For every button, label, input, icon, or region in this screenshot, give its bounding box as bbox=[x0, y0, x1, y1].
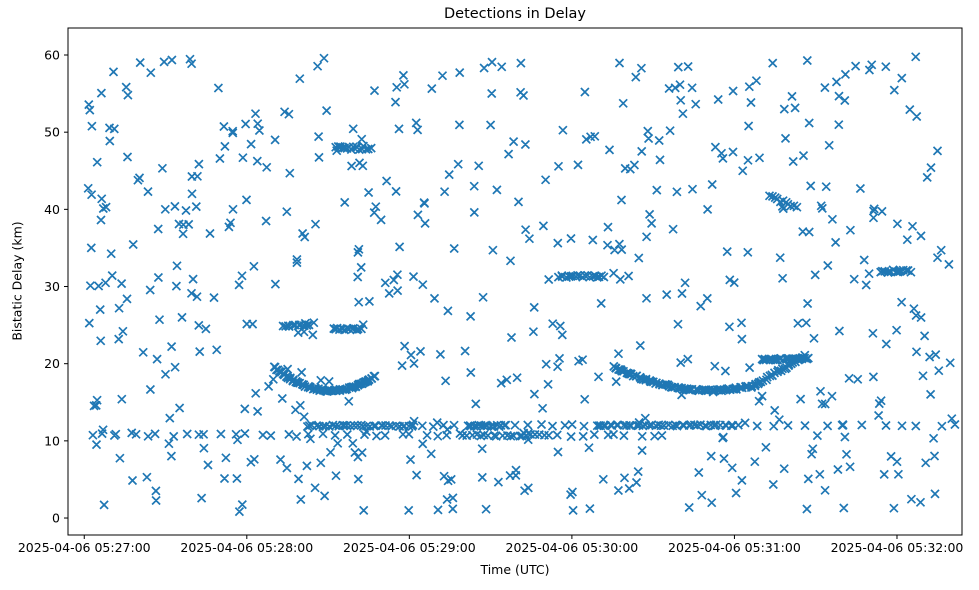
x-tick-label: 2025-04-06 05:30:00 bbox=[506, 540, 639, 555]
y-tick-label: 50 bbox=[44, 125, 60, 140]
x-tick-label: 2025-04-06 05:31:00 bbox=[668, 540, 801, 555]
y-axis-label: Bistatic Delay (km) bbox=[9, 221, 25, 341]
chart-title: Detections in Delay bbox=[443, 6, 586, 22]
x-tick-label: 2025-04-06 05:32:00 bbox=[831, 540, 964, 555]
x-tick-label: 2025-04-06 05:29:00 bbox=[343, 540, 476, 555]
y-tick-label: 10 bbox=[44, 433, 60, 448]
y-tick-label: 40 bbox=[44, 202, 60, 217]
y-tick-label: 20 bbox=[44, 356, 60, 371]
plot-border bbox=[67, 27, 963, 536]
y-tick-label: 30 bbox=[44, 279, 60, 294]
x-tick-label: 2025-04-06 05:28:00 bbox=[180, 540, 313, 555]
y-tick-label: 60 bbox=[44, 48, 60, 63]
x-axis-label: Time (UTC) bbox=[480, 562, 550, 577]
data-points bbox=[83, 52, 960, 517]
y-tick-label: 0 bbox=[52, 511, 60, 526]
x-tick-label: 2025-04-06 05:27:00 bbox=[18, 540, 151, 555]
